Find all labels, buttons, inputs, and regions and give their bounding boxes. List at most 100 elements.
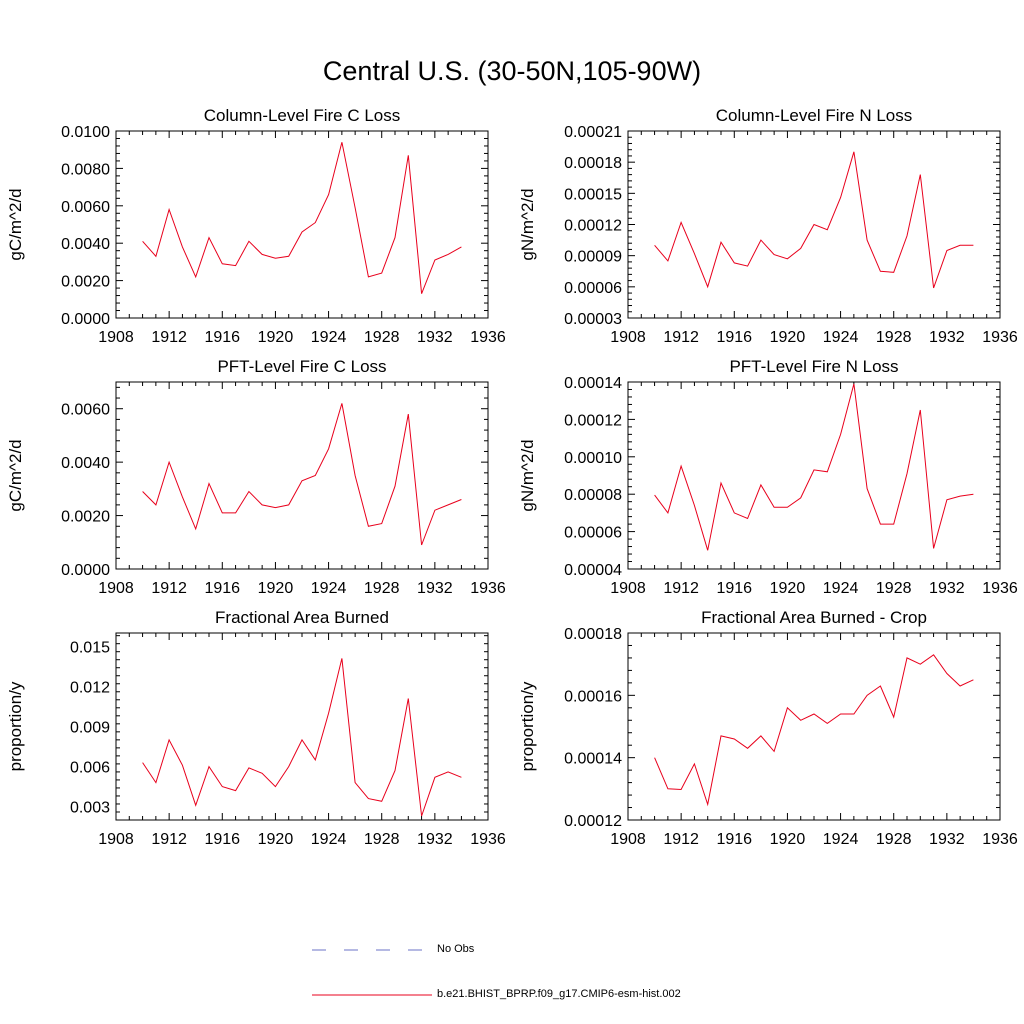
x-tick-label: 1912 [151,329,187,346]
series-line [142,142,462,294]
x-tick-label: 1908 [610,580,646,597]
x-tick-label: 1912 [663,580,699,597]
panel-3: PFT-Level Fire C Loss gC/m^2/d 1908 1912 191… [6,357,506,597]
x-tick-label: 1920 [770,831,806,848]
x-tick-label: 1916 [204,831,240,848]
y-tick-label: 0.00009 [564,249,622,266]
y-axis-label: gN/m^2/d [518,188,537,260]
panel-6: Fractional Area Burned - Crop proportion/… [518,608,1018,848]
x-tick-label: 1932 [417,831,453,848]
y-tick-label: 0.00015 [564,186,622,203]
x-tick-label: 1936 [470,580,506,597]
x-tick-label: 1916 [716,580,752,597]
panel-title: Column-Level Fire C Loss [204,106,401,125]
x-tick-label: 1932 [929,580,965,597]
x-tick-label: 1908 [98,580,134,597]
x-tick-label: 1932 [417,580,453,597]
x-tick-label: 1936 [982,831,1018,848]
y-axis-label: gC/m^2/d [6,439,25,511]
x-tick-label: 1916 [716,329,752,346]
x-tick-label: 1936 [982,329,1018,346]
y-tick-label: 0.00014 [564,375,622,392]
x-tick-label: 1916 [204,329,240,346]
y-tick-label: 0.0040 [61,455,110,472]
x-tick-label: 1908 [98,831,134,848]
x-tick-label: 1920 [258,329,294,346]
x-tick-label: 1920 [258,580,294,597]
y-tick-label: 0.0060 [61,199,110,216]
x-tick-label: 1932 [929,831,965,848]
y-tick-label: 0.0040 [61,236,110,253]
panel-title: Column-Level Fire N Loss [716,106,913,125]
x-tick-label: 1912 [151,831,187,848]
panel-1: Column-Level Fire C Loss gC/m^2/d 1908 1912… [6,106,506,346]
x-tick-label: 1912 [151,580,187,597]
x-tick-label: 1908 [610,329,646,346]
y-tick-label: 0.00018 [564,626,622,643]
x-tick-label: 1908 [610,831,646,848]
x-tick-label: 1924 [823,580,859,597]
x-tick-label: 1920 [770,329,806,346]
y-axis-label: proportion/y [518,681,537,771]
y-tick-label: 0.0000 [61,311,110,328]
panel-4: PFT-Level Fire N Loss gN/m^2/d 1908 1912 191… [518,357,1018,597]
x-tick-label: 1928 [876,329,912,346]
panel-title: PFT-Level Fire C Loss [217,357,386,376]
y-tick-label: 0.00016 [564,688,622,705]
series-line [142,403,462,546]
plot-frame [115,381,489,570]
panel-5: Fractional Area Burned proportion/y 1908 19… [6,608,506,848]
x-tick-label: 1936 [982,580,1018,597]
y-tick-label: 0.00021 [564,124,622,141]
x-tick-label: 1912 [663,831,699,848]
y-tick-label: 0.0060 [61,402,110,419]
x-tick-label: 1920 [770,580,806,597]
x-tick-label: 1924 [311,580,347,597]
x-tick-label: 1908 [98,329,134,346]
y-tick-label: 0.012 [70,679,110,696]
x-tick-label: 1916 [716,831,752,848]
legend-swatch-no-obs [312,949,422,951]
y-tick-label: 0.0000 [61,562,110,579]
y-tick-label: 0.00003 [564,311,622,328]
y-axis-label: proportion/y [6,681,25,771]
panel-title: Fractional Area Burned [215,608,389,627]
y-tick-label: 0.00004 [564,562,622,579]
y-tick-label: 0.0020 [61,509,110,526]
y-tick-label: 0.00018 [564,155,622,172]
x-tick-label: 1936 [470,831,506,848]
y-axis-label: gC/m^2/d [6,188,25,260]
series-line [654,383,974,551]
x-tick-label: 1924 [823,329,859,346]
y-axis-label: gN/m^2/d [518,439,537,511]
x-tick-label: 1916 [204,580,240,597]
x-tick-label: 1932 [929,329,965,346]
x-tick-label: 1924 [311,329,347,346]
y-tick-label: 0.00014 [564,751,622,768]
x-tick-label: 1920 [258,831,294,848]
y-tick-label: 0.0020 [61,274,110,291]
legend-label-no-obs: No Obs [437,943,475,955]
y-tick-label: 0.00012 [564,412,622,429]
x-tick-label: 1924 [823,831,859,848]
y-tick-label: 0.00006 [564,525,622,542]
y-tick-label: 0.00010 [564,450,622,467]
legend-swatch-model-run [312,994,432,996]
y-tick-label: 0.00012 [564,813,622,830]
panel-2: Column-Level Fire N Loss gN/m^2/d 1908 1912… [518,106,1018,346]
series-line [654,151,974,289]
x-tick-label: 1928 [364,580,400,597]
plot-frame [115,130,489,319]
series-line [654,654,974,807]
y-tick-label: 0.00006 [564,280,622,297]
x-tick-label: 1936 [470,329,506,346]
x-tick-label: 1932 [417,329,453,346]
y-tick-label: 0.006 [70,760,110,777]
x-tick-label: 1928 [364,831,400,848]
y-tick-label: 0.0100 [61,124,110,141]
y-tick-label: 0.003 [70,800,110,817]
series-line [142,658,462,817]
y-tick-label: 0.0080 [61,161,110,178]
figure-title: Central U.S. (30-50N,105-90W) [322,56,702,86]
